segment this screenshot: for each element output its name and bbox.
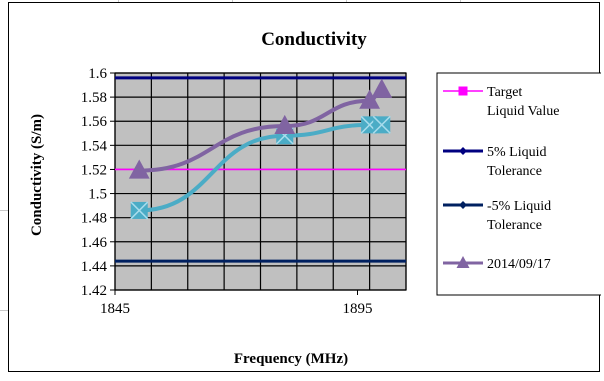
y-tick-label: 1.46 <box>81 235 108 251</box>
data-point-x <box>130 201 149 220</box>
legend-label: 2014/09/17 <box>487 257 551 272</box>
legend-label: Target <box>487 85 522 100</box>
series-4 <box>128 78 393 179</box>
plot-area: 1.42 1.44 1.46 1.48 1.5 1.52 1.54 1.56 1.58 1.6 18… <box>81 66 407 317</box>
data-point-x <box>372 115 391 134</box>
plot-border <box>114 72 407 291</box>
x-axis-label: Frequency (MHz) <box>234 351 348 367</box>
data-point <box>274 114 296 135</box>
data-point <box>371 78 393 98</box>
legend-label: Tolerance <box>487 218 542 233</box>
y-tick-label: 1.5 <box>88 187 107 203</box>
legend-label: Tolerance <box>487 164 542 179</box>
data-point <box>359 89 381 109</box>
y-tick-label: 1.6 <box>88 66 107 82</box>
legend-entry: 2014/09/17 <box>443 256 551 272</box>
y-axis-label: Conductivity (S/m) <box>29 114 45 236</box>
legend-marker <box>459 147 467 155</box>
data-point <box>128 159 150 179</box>
legend-label: -5% Liquid <box>487 199 551 214</box>
legend-entry: 5% Liquid Tolerance <box>443 145 547 179</box>
legend-marker <box>458 86 468 96</box>
y-tick-label: 1.54 <box>81 138 108 154</box>
legend-marker <box>459 201 467 209</box>
y-tick-label: 1.48 <box>81 211 107 227</box>
y-tick-label: 1.52 <box>81 162 107 178</box>
legend-label: Liquid Value <box>487 104 559 119</box>
conductivity-chart: Conductivity Conductivity (S/m) Frequenc… <box>29 29 601 367</box>
x-tick-label: 1895 <box>343 301 373 317</box>
legend-label: 5% Liquid <box>487 145 547 160</box>
y-tick-label: 1.56 <box>81 114 108 130</box>
y-tick-label: 1.58 <box>81 90 107 106</box>
chart-frame: Conductivity Conductivity (S/m) Frequenc… <box>8 2 601 372</box>
y-tick-label: 1.42 <box>81 283 107 299</box>
x-tick-label: 1845 <box>100 301 130 317</box>
y-tick-label: 1.44 <box>81 259 108 275</box>
chart-title: Conductivity <box>261 29 367 50</box>
legend-entry: Target Liquid Value <box>443 85 559 119</box>
legend-box <box>436 72 601 296</box>
legend-marker <box>456 256 470 268</box>
legend-entry: -5% Liquid Tolerance <box>443 199 551 233</box>
